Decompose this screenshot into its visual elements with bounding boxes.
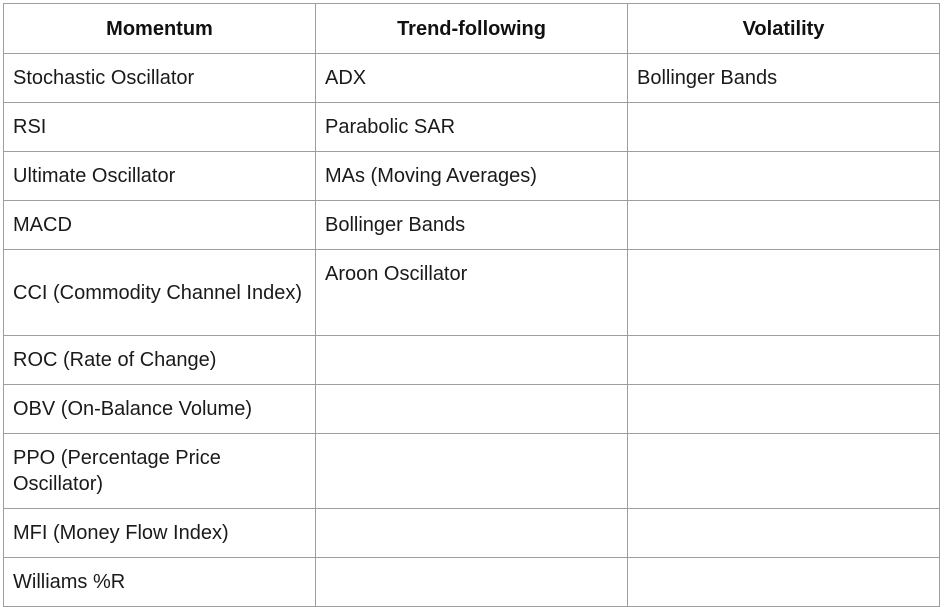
- table-row: ROC (Rate of Change): [3, 335, 940, 385]
- table-cell: MACD: [3, 200, 316, 250]
- table-row: PPO (Percentage Price Oscillator): [3, 433, 940, 509]
- table-cell: ROC (Rate of Change): [3, 335, 316, 385]
- table-cell: [627, 384, 940, 434]
- header-volatility: Volatility: [627, 3, 940, 54]
- indicator-table: Momentum Trend-following Volatility Stoc…: [3, 3, 940, 607]
- table-row: CCI (Commodity Channel Index) Aroon Osci…: [3, 249, 940, 336]
- header-momentum: Momentum: [3, 3, 316, 54]
- table-row: OBV (On-Balance Volume): [3, 384, 940, 434]
- table-cell: [627, 200, 940, 250]
- table-cell: Parabolic SAR: [315, 102, 628, 152]
- table-cell: ADX: [315, 53, 628, 103]
- table-cell: Bollinger Bands: [315, 200, 628, 250]
- table-cell: Bollinger Bands: [627, 53, 940, 103]
- table-cell: Aroon Oscillator: [315, 249, 628, 336]
- table-row: MFI (Money Flow Index): [3, 508, 940, 558]
- table-cell: Williams %R: [3, 557, 316, 607]
- table-row: MACD Bollinger Bands: [3, 200, 940, 250]
- table-cell: [315, 335, 628, 385]
- table-cell: [627, 508, 940, 558]
- table-row: RSI Parabolic SAR: [3, 102, 940, 152]
- table-cell: [627, 433, 940, 509]
- table-cell: [315, 508, 628, 558]
- table-row: Ultimate Oscillator MAs (Moving Averages…: [3, 151, 940, 201]
- table-cell: CCI (Commodity Channel Index): [3, 249, 316, 336]
- table-cell: [627, 557, 940, 607]
- table-header-row: Momentum Trend-following Volatility: [3, 3, 940, 54]
- table-cell: RSI: [3, 102, 316, 152]
- header-trend-following: Trend-following: [315, 3, 628, 54]
- table-cell: [315, 384, 628, 434]
- table-cell: [627, 102, 940, 152]
- table-cell: MAs (Moving Averages): [315, 151, 628, 201]
- table-cell: [627, 335, 940, 385]
- table-cell: MFI (Money Flow Index): [3, 508, 316, 558]
- table-cell: PPO (Percentage Price Oscillator): [3, 433, 316, 509]
- table-row: Williams %R: [3, 557, 940, 607]
- table-cell: Ultimate Oscillator: [3, 151, 316, 201]
- table-cell: [315, 557, 628, 607]
- table-row: Stochastic Oscillator ADX Bollinger Band…: [3, 53, 940, 103]
- table-cell: Stochastic Oscillator: [3, 53, 316, 103]
- table-cell: [627, 151, 940, 201]
- table-cell: [627, 249, 940, 336]
- table-cell: OBV (On-Balance Volume): [3, 384, 316, 434]
- table-cell: [315, 433, 628, 509]
